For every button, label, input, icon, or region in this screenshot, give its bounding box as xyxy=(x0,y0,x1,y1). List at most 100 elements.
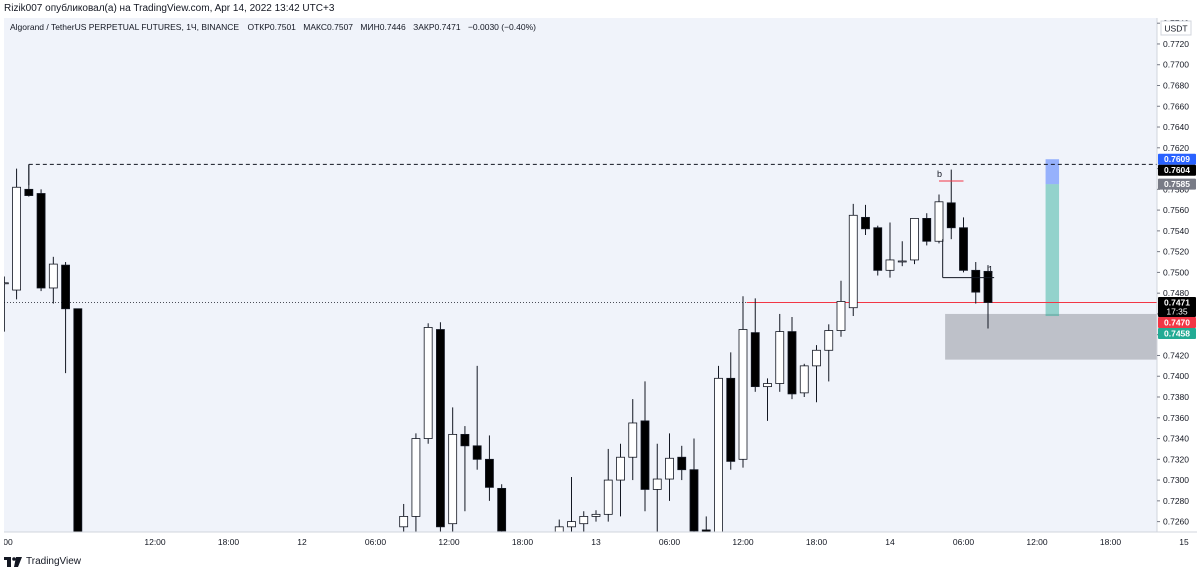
candle[interactable] xyxy=(763,378,772,421)
candle-body xyxy=(485,458,494,488)
candle[interactable] xyxy=(485,435,494,501)
zone-1[interactable] xyxy=(1045,184,1060,317)
candle-body xyxy=(448,433,458,525)
candle[interactable] xyxy=(726,352,736,470)
y-tick-label: 0.7480 xyxy=(1163,288,1189,298)
candle[interactable] xyxy=(971,262,981,304)
y-tick-label: 0.7360 xyxy=(1163,413,1189,423)
legend-open: ОТКР0.7501 xyxy=(247,22,296,32)
candle[interactable] xyxy=(897,241,907,267)
footer: TradingView xyxy=(0,552,1200,574)
candle[interactable] xyxy=(959,217,968,273)
candle[interactable] xyxy=(848,203,858,317)
price-label-box xyxy=(1158,164,1196,176)
y-tick-label: 0.7540 xyxy=(1163,226,1189,236)
candle[interactable] xyxy=(36,189,46,292)
price-label[interactable]: 0.7470 xyxy=(1158,317,1196,329)
candle-body xyxy=(971,269,981,293)
price-label-countdown: 17:35 xyxy=(1166,307,1188,317)
y-tick-label: 0.7260 xyxy=(1163,517,1189,527)
candle[interactable] xyxy=(812,345,821,403)
candle[interactable] xyxy=(73,308,83,533)
candle[interactable] xyxy=(460,426,470,512)
candle[interactable] xyxy=(497,484,507,532)
candle-body xyxy=(24,188,34,196)
candle[interactable] xyxy=(616,443,625,517)
y-tick-label: 0.7520 xyxy=(1163,247,1189,257)
price-label[interactable]: 0.7609 xyxy=(1158,153,1196,165)
candle[interactable] xyxy=(799,363,809,398)
price-label[interactable]: 0.7604 xyxy=(1158,164,1196,176)
candle[interactable] xyxy=(61,262,70,374)
candle[interactable] xyxy=(665,433,674,501)
plot-background xyxy=(4,18,1157,532)
candle[interactable] xyxy=(738,296,748,468)
candle[interactable] xyxy=(436,322,445,532)
x-tick-label: 12:00 xyxy=(1026,537,1048,547)
y-tick-label: 0.7680 xyxy=(1163,80,1189,90)
candle-body xyxy=(460,433,470,447)
candle[interactable] xyxy=(411,433,421,532)
zone-0[interactable] xyxy=(945,313,1157,360)
tradingview-logo[interactable]: TradingView xyxy=(4,556,81,567)
candle[interactable] xyxy=(775,313,785,392)
candle[interactable] xyxy=(628,399,638,481)
candle[interactable] xyxy=(714,365,723,533)
price-label-box xyxy=(1158,297,1196,318)
candle[interactable] xyxy=(448,407,458,532)
candle[interactable] xyxy=(861,204,870,236)
candle[interactable] xyxy=(24,164,34,197)
candle[interactable] xyxy=(423,323,433,444)
candle[interactable] xyxy=(836,280,846,337)
candle[interactable] xyxy=(934,194,944,244)
candle[interactable] xyxy=(983,265,993,329)
x-tick-label: 12:00 xyxy=(438,537,460,547)
price-chart[interactable]: b1 0.77400.77200.77000.76800.76600.76400… xyxy=(0,18,1197,552)
candle[interactable] xyxy=(689,438,699,532)
candle[interactable] xyxy=(567,476,576,532)
price-label[interactable]: 0.7458 xyxy=(1158,328,1196,340)
candle[interactable] xyxy=(824,324,834,382)
candle[interactable] xyxy=(472,365,482,470)
candle-body xyxy=(628,422,638,458)
candle[interactable] xyxy=(677,445,687,481)
y-tick-label: 0.7280 xyxy=(1163,496,1189,506)
legend-symbol: Algorand / TetherUS PERPETUAL FUTURES, 1… xyxy=(10,22,239,32)
candle[interactable] xyxy=(910,218,919,265)
candle-body xyxy=(873,227,883,271)
candle[interactable] xyxy=(922,213,932,246)
candle-body xyxy=(824,330,834,351)
candle[interactable] xyxy=(48,256,58,304)
candle[interactable] xyxy=(591,510,601,522)
candle[interactable] xyxy=(12,168,21,300)
price-label-text: 0.7470 xyxy=(1164,318,1190,328)
candle[interactable] xyxy=(873,225,883,276)
x-tick-label: 06:00 xyxy=(659,537,681,547)
candle[interactable] xyxy=(652,443,662,532)
zone-2[interactable] xyxy=(1045,159,1060,185)
candle[interactable] xyxy=(603,448,613,522)
y-tick-label: 0.7560 xyxy=(1163,205,1189,215)
currency-button[interactable] xyxy=(1160,20,1192,36)
price-label-text: 0.7585 xyxy=(1164,179,1190,189)
y-tick-label: 0.7700 xyxy=(1163,60,1189,70)
chart-area[interactable]: b1 0.77400.77200.77000.76800.76600.76400… xyxy=(0,18,1197,552)
candle[interactable] xyxy=(399,503,409,532)
tradingview-logo-text: TradingView xyxy=(26,556,82,567)
legend: Algorand / TetherUS PERPETUAL FUTURES, 1… xyxy=(10,22,536,32)
candle-body xyxy=(48,263,58,289)
x-tick-label: 15 xyxy=(1179,537,1189,547)
price-label[interactable]: 0.7585 xyxy=(1158,178,1196,190)
currency-label: USDT xyxy=(1164,24,1187,34)
candle-body xyxy=(12,186,21,291)
price-label-box xyxy=(1158,153,1196,165)
x-tick-label: 12 xyxy=(297,537,307,547)
candle[interactable] xyxy=(787,317,797,400)
candle-body xyxy=(73,308,83,533)
candle[interactable] xyxy=(885,222,895,278)
candle[interactable] xyxy=(640,381,650,512)
candle[interactable] xyxy=(579,511,589,532)
candle-body xyxy=(0,282,9,285)
candle[interactable] xyxy=(750,298,760,392)
